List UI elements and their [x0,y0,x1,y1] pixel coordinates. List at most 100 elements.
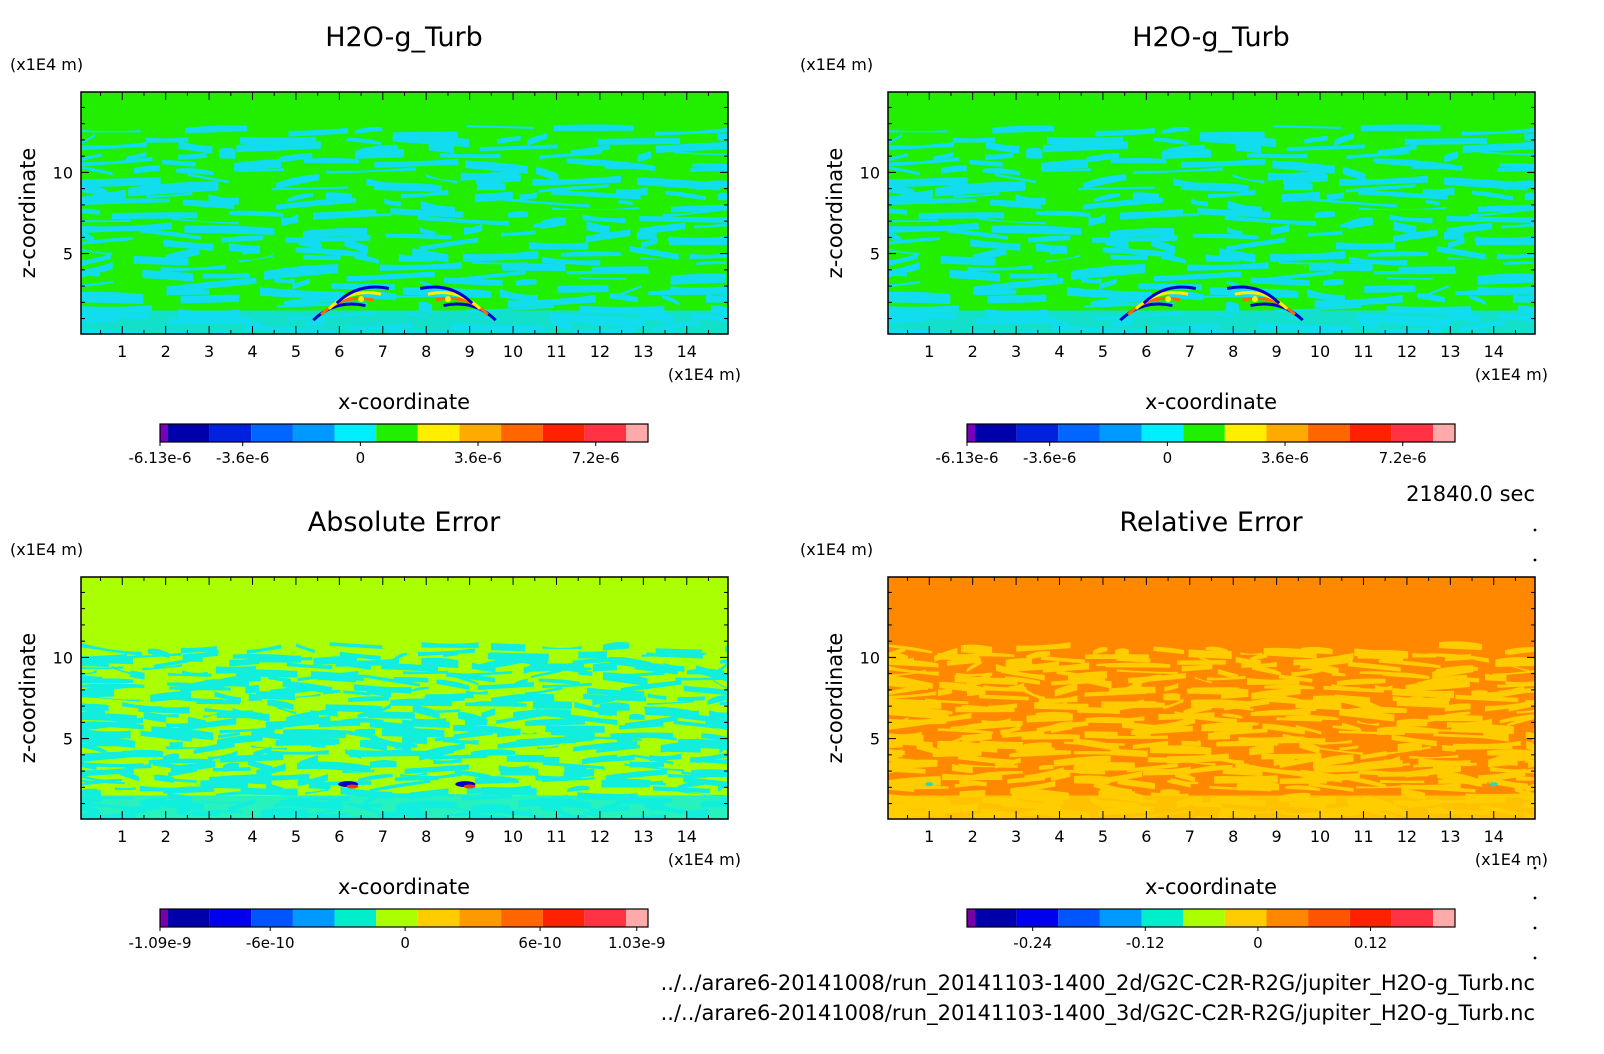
panel-3-x-label: x-coordinate [1145,875,1277,899]
heatmap-pattern-band [81,744,107,754]
heatmap-pattern-band [1249,653,1268,662]
heatmap-pattern-band [1386,277,1433,280]
heatmap-pattern-band [279,152,313,163]
heatmap-bottom-band [81,310,728,334]
heatmap-pattern-band [1267,169,1327,181]
heatmap-pattern-band [1422,187,1455,197]
panel-1-plot-area [887,91,1536,335]
x-tick-label: 4 [1054,827,1064,846]
heatmap-pattern-band [312,209,377,220]
heatmap-pattern-band [1502,261,1534,265]
heatmap-pattern-band [695,665,728,682]
heatmap-pattern-band [1132,740,1169,750]
heatmap-pattern-band [1102,247,1174,258]
heatmap-pattern-band [381,728,445,738]
heatmap-pattern-band [1042,662,1090,673]
heatmap-pattern-band [1313,754,1354,769]
heatmap-pattern-band [679,790,726,797]
x-tick-label: 12 [1397,342,1417,361]
x-tick-label: 13 [633,342,653,361]
x-tick-label: 2 [968,827,978,846]
heatmap-pattern-band [888,665,939,676]
heatmap-feature [925,782,934,787]
heatmap-pattern-band [502,263,566,271]
heatmap-pattern-band [81,788,102,797]
heatmap-pattern-band [888,133,902,145]
heatmap-pattern-band [888,219,939,223]
heatmap-pattern-band [1342,166,1366,182]
heatmap-pattern-band [1497,166,1535,172]
heatmap-feature [1142,285,1197,305]
heatmap-pattern-band [240,136,317,144]
colorbar-swatch [584,909,626,927]
heatmap-pattern-band [1397,742,1422,752]
heatmap-pattern-band [1439,641,1482,651]
heatmap-pattern-band [1001,730,1045,738]
heatmap-pattern-band [640,237,658,249]
heatmap-pattern-band [1348,256,1408,266]
colorbar-swatch [1183,424,1225,442]
heatmap-pattern-band [1094,193,1120,203]
heatmap-pattern-band [1307,230,1343,237]
heatmap-pattern-band [888,776,941,788]
panel-2-x-unit: (x1E4 m) [668,850,741,869]
heatmap-pattern-band [1469,295,1487,306]
heatmap-pattern-band [1442,744,1456,752]
heatmap-pattern-band [187,173,229,184]
heatmap-pattern-band [81,778,122,786]
heatmap-pattern-band [1005,658,1033,668]
heatmap-pattern-band [610,732,674,739]
heatmap-pattern-band [1170,777,1191,788]
colorbar-swatch [209,909,252,927]
heatmap-pattern-band [939,681,985,694]
x-tick-label: 10 [503,827,523,846]
heatmap-pattern-band [567,785,590,793]
heatmap-pattern-band [344,238,369,254]
heatmap-pattern-band [1024,767,1064,783]
heatmap-pattern-band [348,696,390,702]
heatmap-pattern-band [1516,709,1535,714]
heatmap-pattern-band [1384,755,1400,767]
heatmap-pattern-band [551,189,641,200]
heatmap-pattern-band [1026,651,1050,660]
heatmap-pattern-band [1377,144,1417,156]
heatmap-pattern-band [461,671,512,677]
heatmap-pattern-band [1053,755,1111,767]
heatmap-pattern-band [81,760,97,771]
heatmap-pattern-band [579,277,626,280]
heatmap-pattern-band [572,657,626,665]
colorbar-swatch [501,909,543,927]
heatmap-pattern-band [81,261,113,278]
heatmap-pattern-band [542,646,582,649]
colorbar-label: -3.6e-6 [216,449,269,467]
heatmap-pattern-band [1334,133,1355,146]
heatmap-pattern-band [1404,138,1487,145]
x-tick-label: 7 [378,827,388,846]
heatmap-pattern-band [888,674,933,690]
heatmap-pattern-band [1314,294,1403,309]
x-tick-label: 1 [924,342,934,361]
heatmap-pattern-band [677,696,705,702]
heatmap-pattern-band [81,133,95,145]
heatmap-pattern-band [717,133,728,141]
colorbar-label: -3.6e-6 [1023,449,1076,467]
colorbar-swatch [626,909,648,927]
heatmap-pattern-band [1207,189,1256,199]
heatmap-pattern-band [81,774,107,784]
heatmap-pattern-band [989,199,1042,210]
heatmap-pattern-band [1339,745,1359,751]
heatmap-pattern-band [954,675,1018,686]
y-tick-label: 5 [63,245,73,264]
heatmap-pattern-band [122,702,162,711]
x-tick-label: 6 [334,342,344,361]
x-tick-label: 14 [677,342,697,361]
heatmap-pattern-band [690,166,728,172]
heatmap-pattern-band [1015,194,1046,205]
heatmap-pattern-band [1378,659,1441,669]
heatmap-pattern-band [319,709,338,717]
heatmap-pattern-band [124,763,152,769]
heatmap-pattern-band [1437,770,1482,788]
heatmap-pattern-band [1081,276,1102,284]
heatmap-pattern-band [229,656,260,667]
panel-0-x-ticks: 1 2 3 4 5 6 7 8 9 10 11 12 13 14 [117,342,697,361]
